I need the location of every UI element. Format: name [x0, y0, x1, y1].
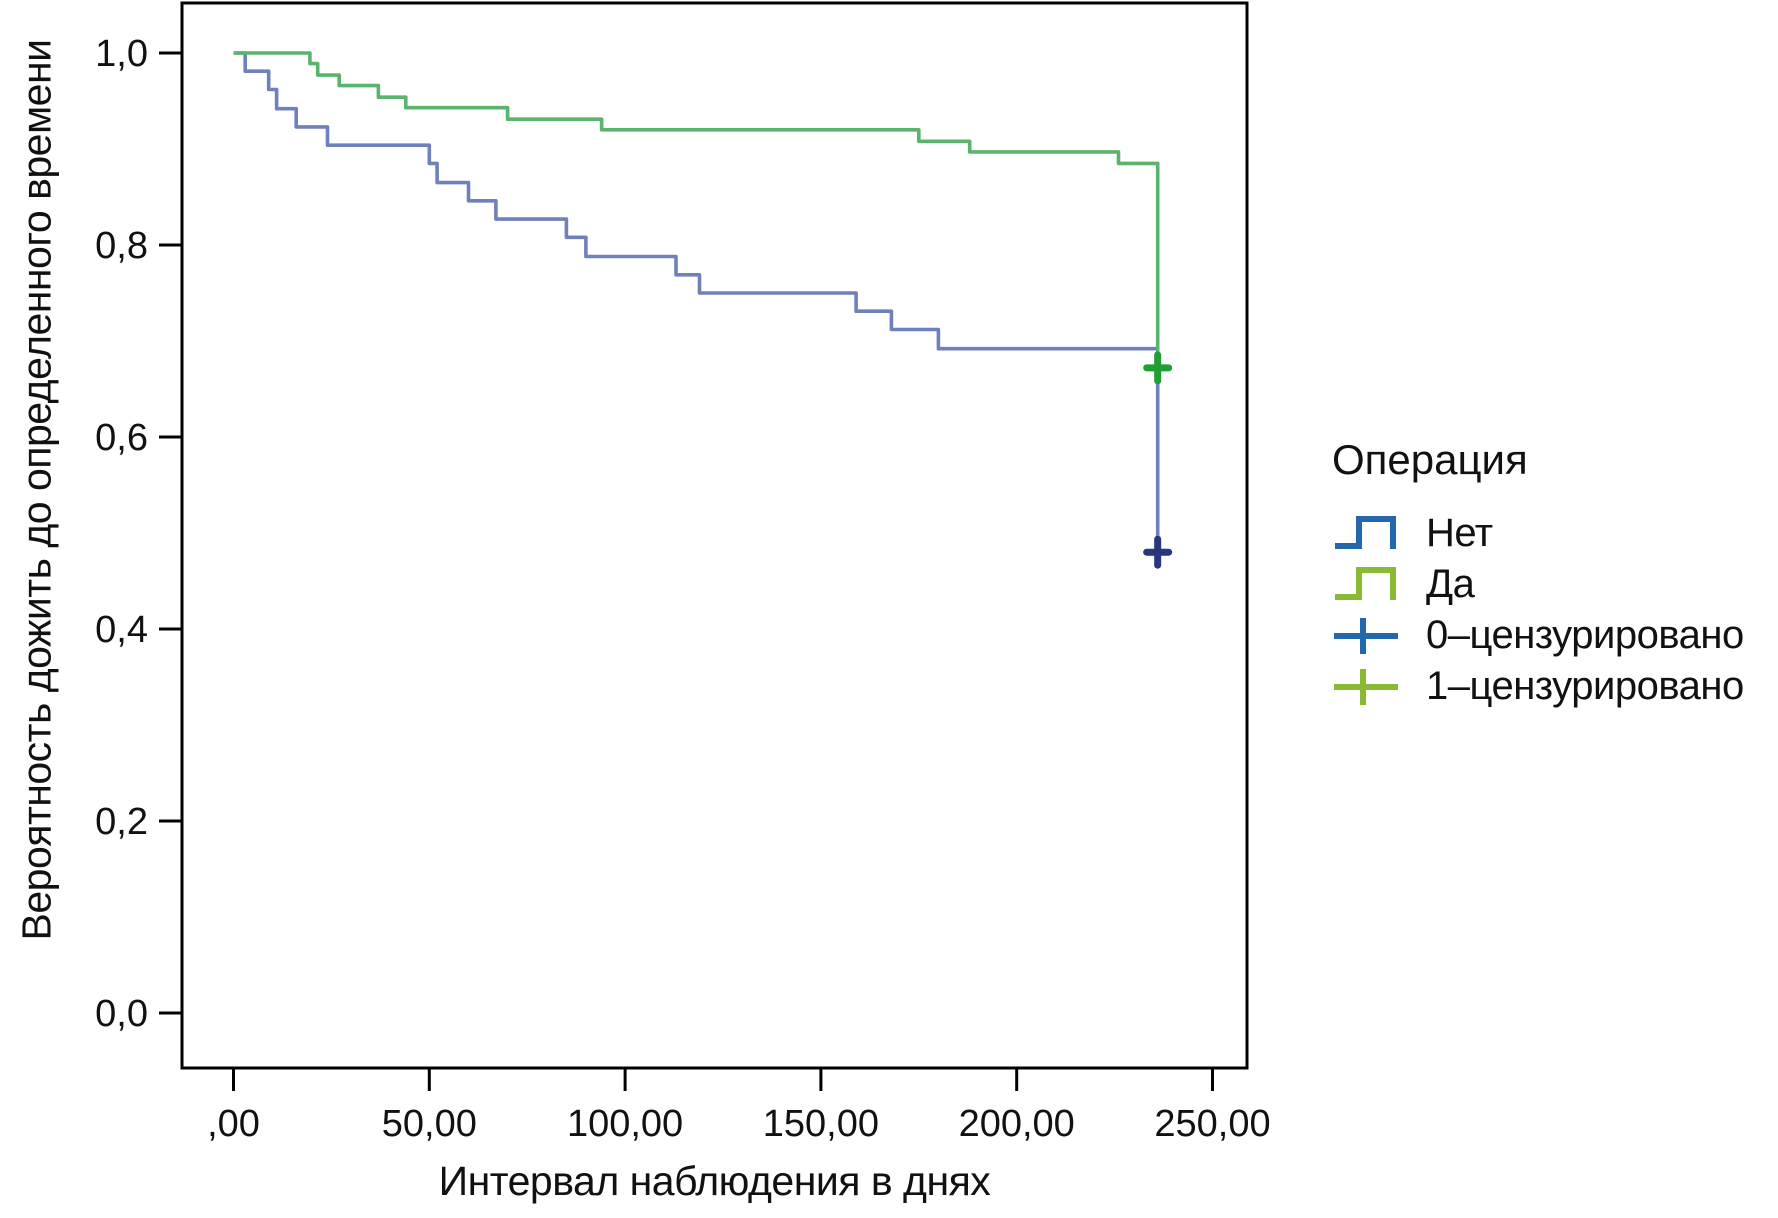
legend-label: Да	[1426, 562, 1475, 606]
plot-area	[180, 1, 1249, 1070]
y-tick-label: 0,8	[95, 225, 148, 267]
step-line-glyph	[1335, 566, 1396, 600]
survival-curve-Да	[233, 51, 1160, 368]
legend-label: 1–цензурировано	[1426, 664, 1744, 708]
legend-item-da: Да	[1332, 559, 1778, 610]
x-tick-label: 100,00	[567, 1103, 683, 1145]
y-axis-title: Вероятность дожить до определенного врем…	[13, 39, 60, 941]
legend-label: 0–цензурировано	[1426, 613, 1744, 657]
censor-marks	[1143, 351, 1173, 569]
x-tick-label: 150,00	[763, 1103, 879, 1145]
y-tick-label: 0,4	[95, 609, 148, 651]
legend-label: Нет	[1426, 511, 1493, 555]
legend-item-1-censored: 1–цензурировано	[1332, 661, 1778, 712]
survival-curve-Нет	[233, 51, 1160, 553]
censor-cross-Да	[1143, 351, 1173, 385]
legend: Операция Нет Да 0–цензурировано	[1332, 436, 1778, 712]
censor-cross-icon	[1334, 617, 1398, 654]
x-axis-title: Интервал наблюдения в днях	[438, 1158, 991, 1204]
survival-curves	[233, 51, 1160, 553]
y-tick-label: 1,0	[95, 33, 148, 75]
x-axis-ticks: ,00 50,00 100,00 150,00 200,00 250,00	[207, 1068, 1271, 1145]
x-tick-label: 200,00	[959, 1103, 1075, 1145]
x-tick-label: 50,00	[382, 1103, 477, 1145]
legend-item-0-censored: 0–цензурировано	[1332, 610, 1778, 661]
y-tick-label: 0,0	[95, 993, 148, 1035]
censor-cross-icon	[1334, 668, 1398, 705]
y-tick-label: 0,2	[95, 801, 148, 843]
y-axis-ticks: 0,0 0,2 0,4 0,6 0,8 1,0	[95, 33, 182, 1035]
x-tick-label: ,00	[207, 1103, 260, 1145]
censor-cross-glyph	[1334, 617, 1398, 654]
step-line-icon	[1335, 515, 1396, 549]
x-tick-label: 250,00	[1154, 1103, 1270, 1145]
step-line-glyph	[1335, 515, 1396, 549]
censor-cross-Нет	[1143, 535, 1173, 569]
legend-item-net: Нет	[1332, 508, 1778, 559]
step-line-icon	[1335, 566, 1396, 600]
censor-cross-glyph	[1334, 668, 1398, 705]
legend-title: Операция	[1332, 436, 1528, 483]
y-tick-label: 0,6	[95, 417, 148, 459]
